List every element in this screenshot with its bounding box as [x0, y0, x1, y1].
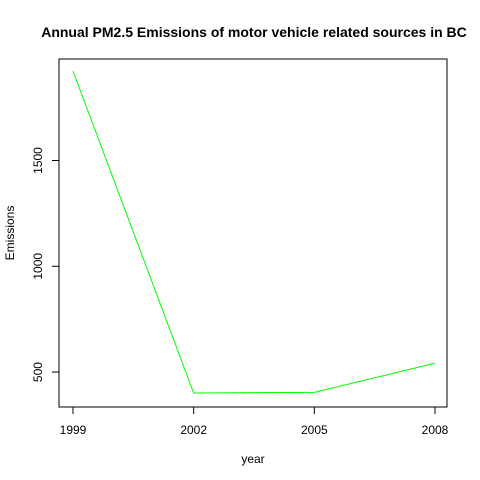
plot-frame — [58, 58, 448, 408]
series-layer — [72, 70, 436, 394]
y-axis-label: Emissions — [3, 206, 17, 261]
x-axis-label: year — [241, 452, 264, 466]
y-axis: 500 1000 1500 — [31, 147, 60, 382]
series-line — [72, 70, 436, 394]
chart-title: Annual PM2.5 Emissions of motor vehicle … — [41, 24, 467, 40]
y-tick-label: 500 — [31, 362, 45, 382]
y-tick-label: 1000 — [31, 253, 45, 280]
x-tick-label: 2008 — [422, 423, 449, 437]
x-tick-label: 2005 — [301, 423, 328, 437]
x-axis: 1999 2002 2005 2008 — [60, 406, 449, 437]
y-tick-label: 1500 — [31, 147, 45, 174]
x-tick-label: 1999 — [60, 423, 87, 437]
x-tick-label: 2002 — [180, 423, 207, 437]
